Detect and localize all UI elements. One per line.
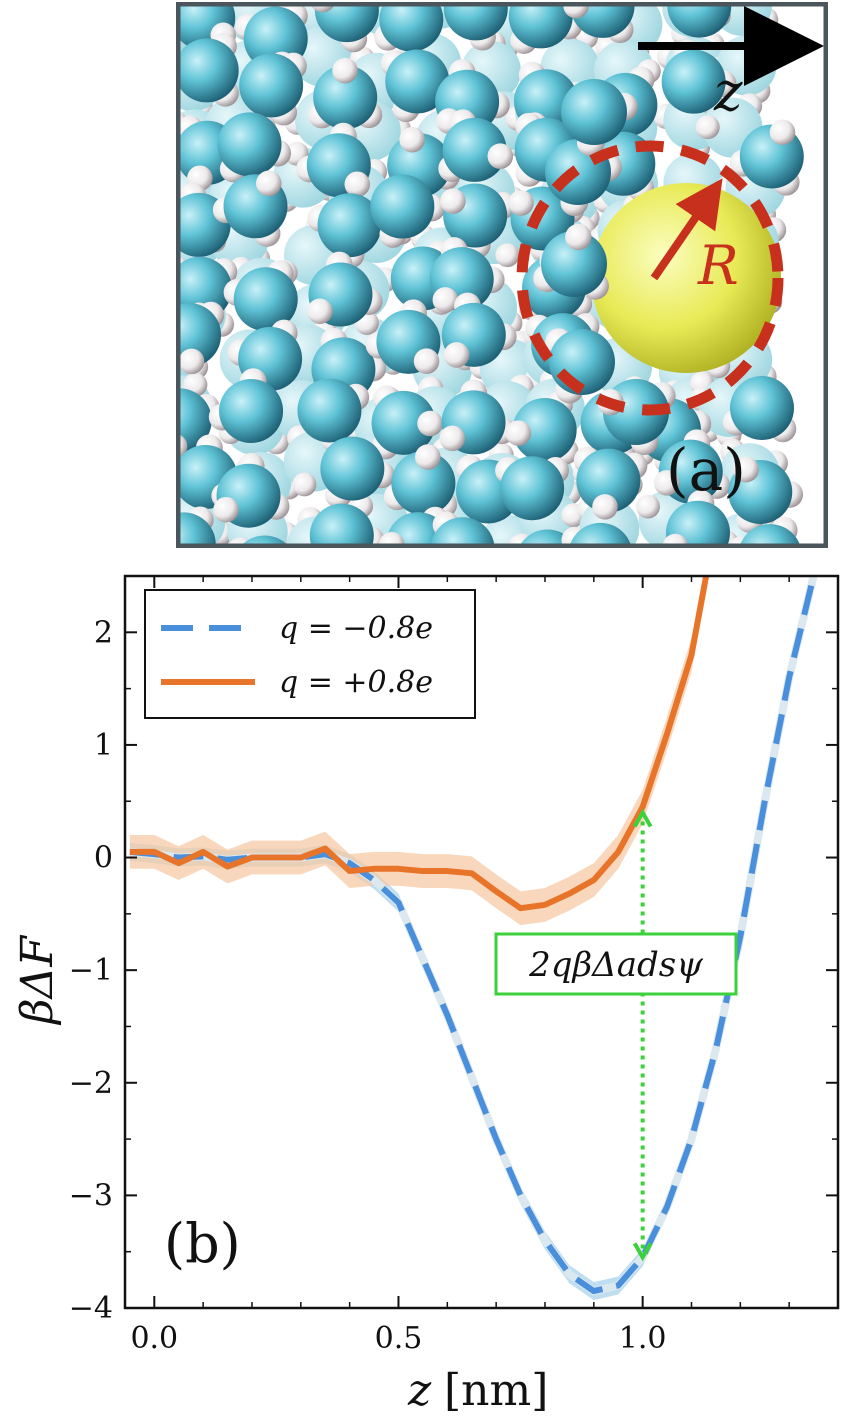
y-tick-label: 0	[94, 841, 113, 876]
water-molecule	[239, 52, 307, 126]
water-molecule	[370, 174, 446, 248]
water-molecule	[308, 57, 383, 130]
water-molecule	[371, 385, 443, 460]
water-molecule	[722, 375, 797, 443]
water-molecule	[729, 119, 804, 196]
x-tick-label: 1.0	[619, 1321, 667, 1356]
water-molecule	[661, 39, 737, 114]
series-lines	[129, 576, 818, 1296]
water-molecule	[307, 193, 382, 269]
y-tick-label: −3	[69, 1178, 113, 1213]
y-tick-label: 2	[94, 615, 113, 650]
annotation-text: 2qβΔadsψ	[528, 945, 703, 985]
water-molecule	[176, 32, 239, 107]
annotation-arrowhead-bottom	[632, 1242, 653, 1262]
water-molecule	[508, 186, 585, 262]
water-molecule	[310, 2, 385, 53]
water-molecule	[176, 506, 216, 548]
y-axis-label: βΔF	[12, 935, 63, 1026]
water-molecule	[296, 122, 371, 198]
water-molecule	[380, 49, 450, 123]
water-molecule	[533, 223, 609, 300]
water-molecule	[495, 456, 569, 521]
water-molecule	[505, 391, 579, 465]
water-molecule	[176, 301, 225, 375]
solvated-ion	[591, 183, 781, 373]
legend: q = −0.8e q = +0.8e	[144, 589, 476, 719]
water-molecule	[429, 237, 505, 313]
water-molecule	[213, 452, 290, 528]
uncertainty-bands	[129, 576, 814, 1301]
water-molecule	[365, 299, 441, 374]
annotation-box	[494, 932, 738, 996]
water-molecule	[727, 516, 801, 548]
panel-a-label: (a)	[666, 436, 746, 504]
panel-b-label: (b)	[164, 1212, 241, 1275]
z-axis-symbol: z	[713, 60, 743, 123]
water-molecule	[728, 456, 804, 533]
x-tick-label: 0.5	[375, 1321, 423, 1356]
legend-entry: q = +0.8e	[279, 665, 433, 700]
water-molecule	[212, 170, 288, 247]
water-molecule	[561, 79, 638, 157]
water-molecule	[441, 292, 517, 368]
water-molecule	[383, 444, 458, 518]
radius-symbol: R	[697, 234, 739, 297]
y-tick-label: 1	[94, 728, 113, 763]
snapshot-frame	[176, 2, 828, 548]
x-axis-unit: [nm]	[444, 1365, 548, 1416]
water-molecule	[307, 251, 383, 327]
solvation-shell-circle	[516, 140, 784, 416]
series-line-2	[129, 576, 710, 912]
water-molecule	[208, 368, 284, 444]
y-tick-label: −4	[69, 1291, 113, 1326]
water-molecule	[561, 522, 632, 548]
y-tick-label: −1	[69, 953, 113, 988]
annotation-group: 2qβΔadsψ	[494, 808, 738, 1262]
x-tick-label: 0.0	[130, 1321, 178, 1356]
y-tick-label: −2	[69, 1066, 113, 1101]
legend-entry: q = −0.8e	[279, 611, 433, 646]
x-axis-symbol: z	[407, 1365, 432, 1416]
radius-arrow	[650, 178, 723, 281]
water-molecule	[309, 503, 385, 548]
water-molecule	[438, 109, 514, 182]
water-molecule	[320, 436, 395, 508]
water-molecule	[430, 511, 495, 548]
molecular-snapshot: R z (a)	[176, 2, 828, 548]
water-molecule	[573, 446, 648, 520]
legend-box	[144, 589, 476, 719]
water-molecule	[653, 429, 731, 504]
annotation-arrowhead-top	[632, 808, 653, 828]
water-molecule	[223, 260, 298, 332]
axes: 0.0 0.5 1.0 −4 −3 −2 −1 0 1 2	[69, 574, 840, 1356]
uncertainty-band-2	[129, 576, 707, 926]
plot-frame	[123, 574, 840, 1310]
water-molecule	[217, 112, 292, 183]
x-axis-label: z [nm]	[407, 1365, 548, 1416]
